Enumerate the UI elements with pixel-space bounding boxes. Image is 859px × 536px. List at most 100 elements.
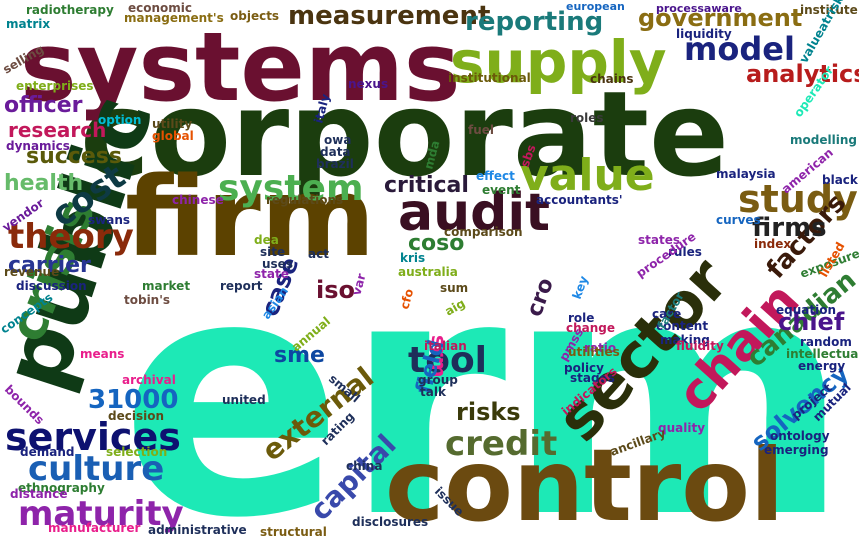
cloud-word-demand: demand — [20, 445, 74, 459]
cloud-word-event: event — [482, 183, 521, 197]
cloud-word-brazil: brazil — [316, 157, 354, 171]
cloud-word-matrix: matrix — [6, 17, 50, 31]
cloud-word-decision: decision — [108, 409, 164, 423]
cloud-word-enterprises: enterprises — [16, 79, 94, 93]
cloud-word-site: site — [260, 245, 285, 259]
cloud-word-policy: policy — [564, 361, 604, 375]
cloud-word-talk: talk — [420, 385, 447, 399]
cloud-word-economic: economic — [128, 1, 192, 15]
cloud-word-supply: supply — [450, 28, 667, 96]
cloud-word-report: report — [220, 279, 263, 293]
cloud-word-iso: iso — [316, 276, 355, 304]
cloud-word-roles: roles — [570, 111, 604, 125]
cloud-word-revenue: revenue — [4, 265, 59, 279]
cloud-word-erm: erm — [120, 206, 850, 536]
cloud-word-making: making — [660, 333, 710, 347]
cloud-word-dynamics: dynamics — [6, 139, 70, 153]
cloud-word-kris: kris — [400, 251, 425, 265]
cloud-word-intellectual: intellectual — [786, 347, 859, 361]
cloud-word-srm: srm — [427, 335, 451, 378]
cloud-word-means: means — [80, 347, 124, 361]
cloud-word-success: success — [26, 144, 122, 169]
cloud-word-institute: institute — [800, 3, 858, 17]
cloud-word-credit: credit — [445, 424, 557, 464]
cloud-word-discussion: discussion — [16, 279, 87, 293]
cloud-word-china: china — [346, 459, 382, 473]
cloud-word-care: care — [652, 307, 681, 321]
cloud-word-coso: coso — [408, 231, 464, 256]
cloud-word-option: option — [98, 113, 141, 127]
cloud-word-systems: systems — [20, 13, 460, 123]
cloud-word-research: research — [8, 118, 106, 142]
cloud-word-culture: culture — [28, 449, 164, 489]
cloud-word-sum: sum — [440, 281, 468, 295]
cloud-word-sme: sme — [274, 343, 325, 368]
cloud-word-government: government — [638, 4, 802, 32]
cloud-word-manufacturer: manufacturer — [48, 521, 140, 535]
cloud-word-states: states — [638, 233, 680, 247]
cloud-word-management-s: management's — [124, 11, 224, 25]
cloud-word-audit: audit — [398, 183, 550, 243]
cloud-word-tobin-s: tobin's — [124, 293, 170, 307]
cloud-word-italian: italian — [424, 339, 467, 353]
cloud-word-global: global — [152, 129, 194, 143]
cloud-word-curves: curves — [716, 213, 761, 227]
cloud-word-institutional: institutional — [448, 71, 531, 85]
cloud-word-distance: distance — [10, 487, 67, 501]
cloud-word-chief: chief — [778, 308, 845, 336]
cloud-word-black: black — [822, 173, 859, 187]
cloud-word-data: data — [320, 145, 351, 159]
cloud-word-state: state — [254, 267, 289, 281]
cloud-word-services: services — [5, 415, 181, 459]
cloud-word-health: health — [4, 171, 83, 196]
cloud-word-analytics: analytics — [746, 60, 859, 88]
cloud-word-structural: structural — [260, 525, 327, 536]
cloud-word-market: market — [142, 279, 190, 293]
cloud-word-uses: uses — [262, 257, 293, 271]
cloud-word-ratio: ratio — [584, 341, 616, 355]
cloud-word-measurement: measurement — [288, 1, 490, 31]
cloud-word-officer: officer — [4, 93, 83, 118]
cloud-word-stages: stages — [570, 371, 615, 385]
cloud-word-liquidity: liquidity — [676, 27, 732, 41]
cloud-word-risks: risks — [456, 398, 521, 426]
cloud-word-corporate: corporate — [80, 65, 729, 203]
cloud-word-regulations: regulations — [266, 193, 343, 207]
cloud-word-equation: equation — [776, 303, 836, 317]
cloud-word-utilities: utilities — [568, 345, 620, 359]
cloud-word-theory: theory — [8, 217, 134, 257]
cloud-word-ontology: ontology — [770, 429, 830, 443]
cloud-word-act: act — [308, 247, 329, 261]
cloud-word-control: control — [385, 427, 784, 536]
cloud-word-swans: swans — [88, 213, 130, 227]
cloud-word-disclosures: disclosures — [352, 515, 428, 529]
cloud-word-archival: archival — [122, 373, 176, 387]
cloud-word-var: var — [349, 272, 368, 297]
cloud-word-accountants-: accountants' — [536, 193, 623, 207]
cloud-word-nexus: nexus — [348, 77, 388, 91]
cloud-word-reporting: reporting — [465, 7, 603, 37]
cloud-word-chinese: chinese — [172, 193, 224, 207]
cloud-word-selection: selection — [106, 445, 167, 459]
cloud-word-united: united — [222, 393, 266, 407]
cloud-word-system: system — [218, 168, 363, 209]
cloud-word-maturity: maturity — [18, 494, 184, 534]
cloud-word-ethnography: ethnography — [18, 481, 105, 495]
cloud-word-31000: 31000 — [88, 385, 178, 415]
cloud-word-index: index — [754, 237, 791, 251]
cloud-word-processaware: processaware — [656, 2, 742, 15]
cloud-word-utility: utility — [152, 117, 192, 131]
cloud-word-fuel: fuel — [468, 123, 494, 137]
cloud-word-emerging: emerging — [764, 443, 829, 457]
cloud-word-change: change — [566, 321, 615, 335]
cloud-word-radiotherapy: radiotherapy — [26, 3, 114, 17]
cloud-word-european: european — [566, 0, 625, 13]
cloud-word-malaysia: malaysia — [716, 167, 776, 181]
cloud-word-tool: tool — [408, 340, 487, 381]
cloud-word-group: group — [418, 373, 458, 387]
cloud-word-firm: firm — [125, 153, 375, 281]
cloud-word-cfo: cfo — [397, 287, 416, 311]
cloud-word-administrative: administrative — [148, 523, 247, 536]
